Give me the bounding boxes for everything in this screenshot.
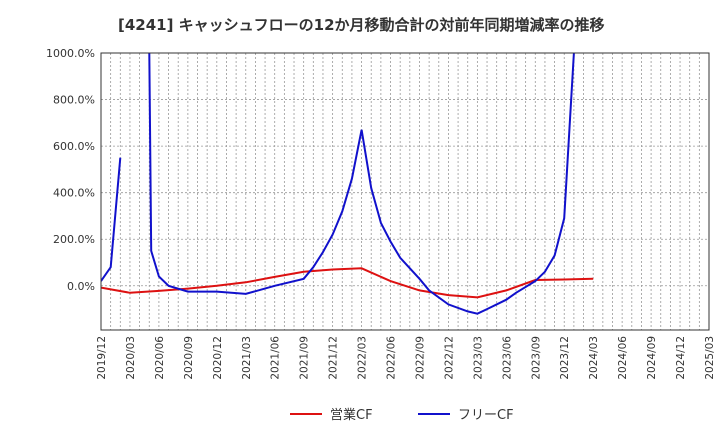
x-tick-label: 2021/03	[241, 336, 253, 380]
legend-label-2: フリーCF	[458, 408, 514, 423]
x-tick-label: 2024/12	[675, 336, 687, 380]
x-tick-label: 2021/06	[270, 336, 282, 380]
x-tick-label: 2020/09	[183, 336, 195, 380]
chart-title: [4241] キャッシュフローの12か月移動合計の対前年同期増減率の推移	[118, 16, 605, 34]
x-tick-label: 2023/09	[530, 336, 542, 380]
x-tick-label: 2024/09	[646, 336, 658, 380]
y-tick-label: 600.0%	[53, 140, 95, 153]
x-tick-label: 2024/06	[617, 336, 629, 380]
series-line-2	[148, 53, 575, 315]
x-tick-label: 2023/12	[559, 336, 571, 380]
y-tick-label: 0.0%	[67, 280, 95, 293]
y-tick-label: 800.0%	[53, 94, 95, 107]
x-tick-label: 2020/03	[125, 336, 137, 380]
x-tick-label: 2021/09	[299, 336, 311, 380]
x-tick-label: 2023/06	[501, 336, 513, 380]
x-tick-label: 2022/06	[386, 336, 398, 380]
plot-frame	[100, 52, 710, 331]
x-tick-label: 2023/03	[472, 336, 484, 380]
y-tick-label: 200.0%	[53, 233, 95, 246]
x-axis-ticks: 2019/12 2020/03 2020/06 2020/09 2020/12 2021/…	[96, 336, 716, 380]
x-tick-label: 2020/12	[212, 336, 224, 380]
x-tick-label: 2021/12	[328, 336, 340, 380]
series-layer	[101, 53, 594, 315]
x-tick-label: 2020/06	[154, 336, 166, 380]
y-axis-ticks: 0.0% 200.0% 400.0% 600.0% 800.0% 1000.0%	[46, 47, 95, 293]
y-tick-label: 1000.0%	[46, 47, 95, 60]
x-tick-label: 2022/12	[443, 336, 455, 380]
x-tick-label: 2022/09	[414, 336, 426, 380]
series-line-2	[101, 157, 122, 282]
y-tick-label: 400.0%	[53, 187, 95, 200]
x-tick-label: 2019/12	[96, 336, 108, 380]
legend: 営業CF フリーCF	[290, 407, 514, 423]
x-tick-label: 2022/03	[357, 336, 369, 380]
x-tick-label: 2025/03	[704, 336, 716, 380]
legend-label-1: 営業CF	[330, 407, 373, 423]
series-line-1	[101, 267, 594, 299]
x-tick-label: 2024/03	[588, 336, 600, 380]
